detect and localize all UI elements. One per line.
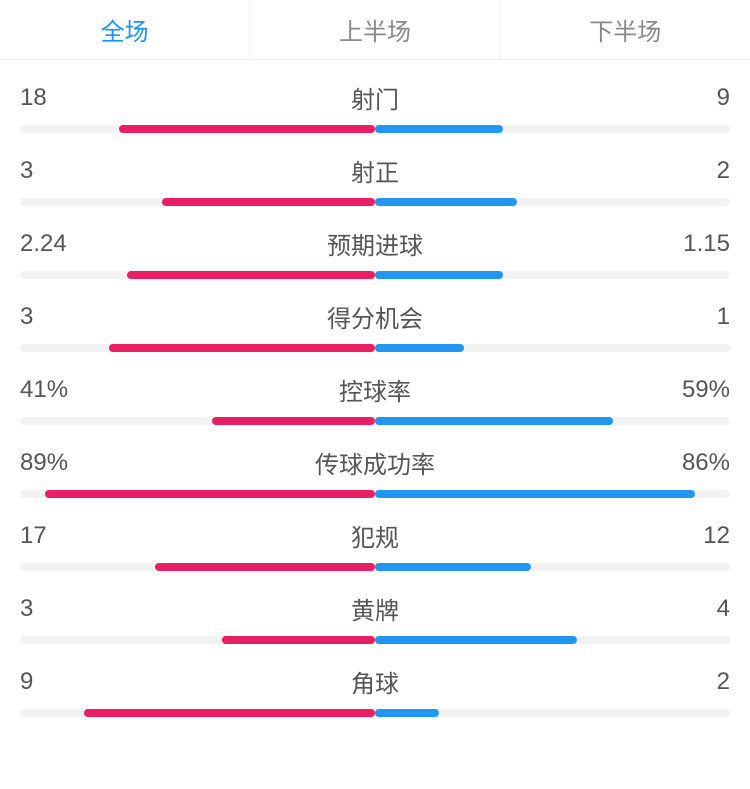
stat-right-value: 2 [660, 668, 730, 696]
stat-row: 3 得分机会 1 [20, 299, 730, 352]
stat-left-value: 9 [20, 668, 90, 696]
stat-bar-left [212, 417, 375, 425]
stat-bar-track [20, 271, 730, 279]
stat-bar-right [375, 344, 464, 352]
stat-row: 89% 传球成功率 86% [20, 445, 730, 498]
stat-bar-track [20, 125, 730, 133]
stat-label: 射正 [90, 153, 660, 188]
stat-label: 预期进球 [90, 226, 660, 261]
stat-bar-left [109, 344, 375, 352]
stat-right-value: 86% [660, 449, 730, 477]
stat-left-value: 2.24 [20, 230, 90, 258]
stat-right-value: 1.15 [660, 230, 730, 258]
stat-left-value: 17 [20, 522, 90, 550]
stat-bar-track [20, 490, 730, 498]
stat-bar-right [375, 709, 439, 717]
stat-bar-left [222, 636, 375, 644]
stat-right-value: 59% [660, 376, 730, 404]
tab-first-half[interactable]: 上半场 [250, 0, 500, 59]
stat-row: 18 射门 9 [20, 80, 730, 133]
stat-row: 3 射正 2 [20, 153, 730, 206]
stat-bar-left [45, 490, 375, 498]
stat-label: 黄牌 [90, 591, 660, 626]
stat-right-value: 9 [660, 84, 730, 112]
stat-left-value: 3 [20, 303, 90, 331]
stat-bar-right [375, 198, 517, 206]
stat-bar-track [20, 709, 730, 717]
stat-row: 17 犯规 12 [20, 518, 730, 571]
stat-label: 犯规 [90, 518, 660, 553]
stat-bar-left [162, 198, 375, 206]
stat-label: 传球成功率 [90, 445, 660, 480]
stat-right-value: 2 [660, 157, 730, 185]
stat-left-value: 3 [20, 595, 90, 623]
stat-bar-right [375, 271, 503, 279]
stat-bar-track [20, 198, 730, 206]
stat-label: 得分机会 [90, 299, 660, 334]
stat-label: 控球率 [90, 372, 660, 407]
stat-right-value: 1 [660, 303, 730, 331]
stat-bar-right [375, 636, 577, 644]
stat-bar-right [375, 490, 695, 498]
tab-second-half[interactable]: 下半场 [501, 0, 750, 59]
stat-left-value: 3 [20, 157, 90, 185]
period-tabs: 全场 上半场 下半场 [0, 0, 750, 60]
stat-row: 41% 控球率 59% [20, 372, 730, 425]
stat-bar-right [375, 417, 613, 425]
stat-bar-left [84, 709, 375, 717]
tab-full[interactable]: 全场 [0, 0, 250, 59]
stat-bar-right [375, 563, 531, 571]
stat-label: 射门 [90, 80, 660, 115]
stat-left-value: 89% [20, 449, 90, 477]
stats-list: 18 射门 9 3 射正 2 2.24 [0, 60, 750, 717]
stat-row: 9 角球 2 [20, 664, 730, 717]
stat-bar-track [20, 636, 730, 644]
stat-bar-track [20, 417, 730, 425]
stat-bar-left [127, 271, 376, 279]
stat-row: 3 黄牌 4 [20, 591, 730, 644]
stat-label: 角球 [90, 664, 660, 699]
stat-row: 2.24 预期进球 1.15 [20, 226, 730, 279]
stat-bar-right [375, 125, 503, 133]
stat-bar-left [119, 125, 375, 133]
stat-left-value: 41% [20, 376, 90, 404]
stat-bar-left [155, 563, 375, 571]
stat-left-value: 18 [20, 84, 90, 112]
stat-bar-track [20, 344, 730, 352]
stat-bar-track [20, 563, 730, 571]
stat-right-value: 4 [660, 595, 730, 623]
stat-right-value: 12 [660, 522, 730, 550]
